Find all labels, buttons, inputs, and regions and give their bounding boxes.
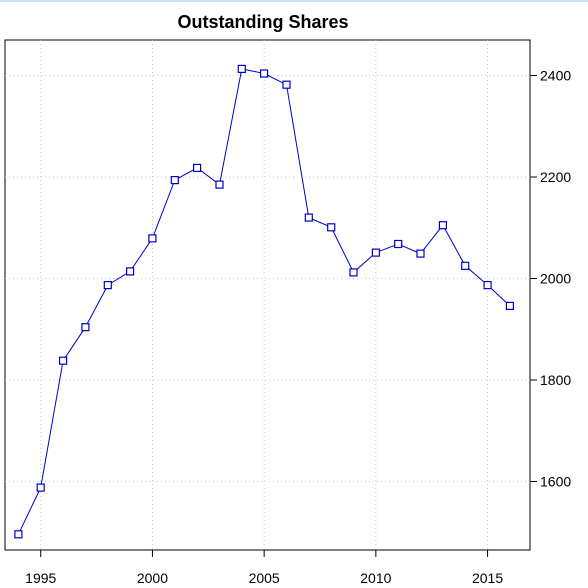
data-point [170, 176, 179, 185]
data-point [394, 239, 403, 249]
y-tick-label: 2400 [540, 68, 571, 84]
data-point [193, 163, 202, 172]
data-point [215, 180, 224, 189]
data-point [282, 80, 291, 89]
data-point [416, 249, 425, 258]
y-tick-label: 2200 [540, 169, 571, 185]
axis-layer: 1995 2000 2005 2010 2015 1600 1800 2000 2200 2400 [25, 68, 571, 586]
data-point [304, 213, 313, 222]
x-tick-label: 1995 [25, 570, 56, 586]
data-point [81, 323, 90, 332]
data-point [125, 267, 135, 276]
x-tick-label: 2015 [472, 570, 503, 586]
data-point [371, 248, 380, 257]
data-point [461, 261, 470, 270]
grid-layer [5, 40, 530, 550]
x-tick-label: 2005 [249, 570, 280, 586]
data-point [148, 234, 157, 243]
window-top-band [0, 0, 588, 2]
data-point [58, 356, 68, 365]
data-point [438, 221, 447, 230]
x-tick-label: 2000 [137, 570, 168, 586]
data-point [260, 69, 269, 78]
y-tick-label: 1600 [540, 473, 571, 489]
data-point [103, 281, 112, 290]
data-point [349, 268, 358, 277]
data-point [14, 530, 23, 539]
data-point [237, 64, 246, 74]
data-point [483, 281, 492, 290]
x-tick-label: 2010 [360, 570, 391, 586]
data-point [327, 223, 336, 232]
plot-frame [4, 39, 531, 551]
data-point [505, 301, 514, 310]
y-tick-label: 1800 [540, 372, 571, 388]
y-tick-label: 2000 [540, 271, 571, 287]
data-point [36, 483, 45, 492]
chart-title: Outstanding Shares [177, 12, 348, 32]
series-layer [14, 64, 514, 539]
